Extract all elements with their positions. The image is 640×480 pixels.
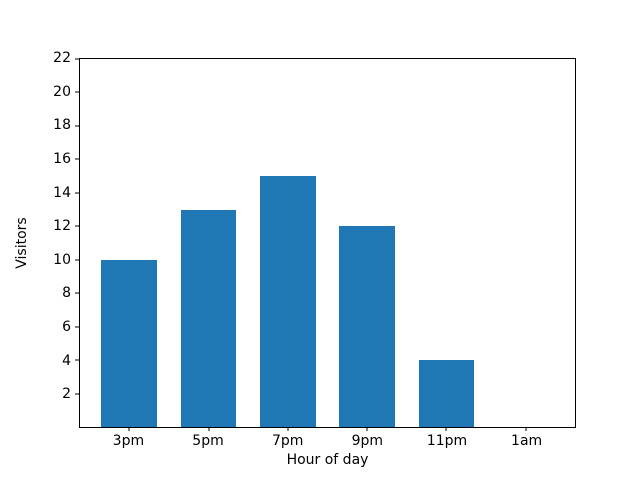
- bar-3pm: [101, 259, 157, 427]
- x-tick-label: 1am: [511, 433, 543, 449]
- y-tick-label: 8: [62, 285, 71, 302]
- x-tick-mark: [287, 427, 289, 431]
- bar-5pm: [180, 209, 237, 427]
- y-tick-label: 18: [53, 117, 71, 134]
- x-tick-labels: 3pm 5pm 7pm 9pm 11pm 1am: [79, 433, 576, 450]
- y-tick-label: 16: [53, 150, 71, 167]
- bar-7pm: [260, 176, 316, 427]
- y-tick-mark: [75, 58, 79, 60]
- y-tick-mark: [75, 326, 79, 328]
- y-tick-mark: [75, 125, 79, 127]
- y-tick-label: 4: [62, 352, 71, 369]
- y-axis-ticks: [75, 58, 575, 427]
- x-tick-label: 11pm: [426, 433, 468, 449]
- y-tick-label: 20: [53, 83, 71, 100]
- x-tick-mark: [525, 427, 527, 431]
- x-tick-mark: [366, 427, 368, 431]
- y-tick-label: 14: [53, 184, 71, 201]
- bar-11pm: [418, 360, 475, 427]
- y-tick-label: 12: [53, 218, 71, 235]
- y-tick-mark: [75, 359, 79, 361]
- y-tick-mark: [75, 393, 79, 395]
- y-tick-mark: [75, 225, 79, 227]
- x-axis-label: Hour of day: [286, 452, 369, 468]
- y-tick-label: 22: [53, 50, 71, 66]
- y-tick-labels: 2 4 6 8 10 12 14 16 18 20 22: [0, 50, 71, 428]
- y-tick-label: 6: [62, 319, 71, 336]
- y-tick-label: 10: [53, 251, 71, 268]
- x-tick-mark: [445, 427, 447, 431]
- y-tick-mark: [75, 292, 79, 294]
- x-tick-label: 3pm: [112, 433, 145, 449]
- bars-layer: [80, 59, 575, 427]
- y-tick-label: 2: [62, 386, 71, 403]
- y-tick-mark: [75, 192, 79, 194]
- y-tick-mark: [75, 158, 79, 160]
- x-tick-mark: [208, 427, 209, 431]
- x-tick-label: 7pm: [271, 433, 304, 449]
- x-axis-ticks: [80, 59, 575, 431]
- y-tick-mark: [75, 91, 79, 93]
- x-tick-label: 5pm: [192, 433, 224, 449]
- y-tick-mark: [75, 259, 79, 261]
- x-tick-label: 9pm: [351, 433, 384, 449]
- x-tick-mark: [128, 427, 130, 431]
- plot-area: [75, 58, 576, 431]
- bar-9pm: [339, 226, 395, 427]
- y-axis-label: Visitors: [14, 217, 30, 269]
